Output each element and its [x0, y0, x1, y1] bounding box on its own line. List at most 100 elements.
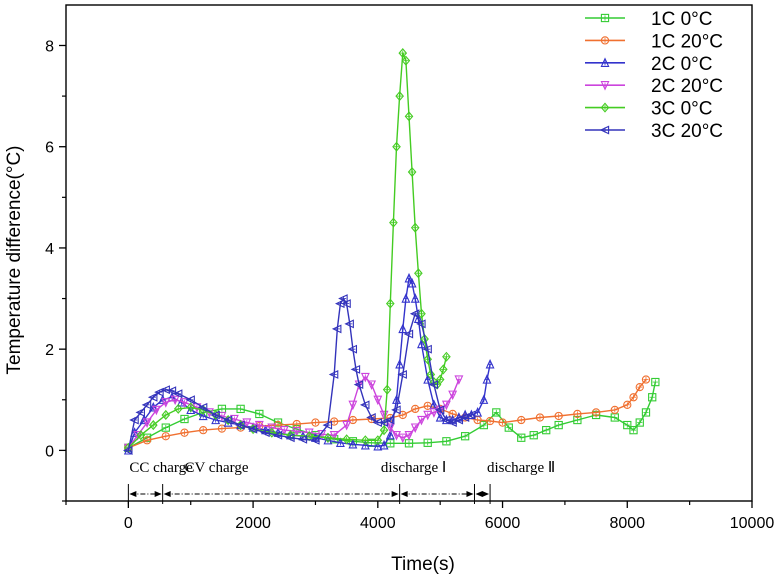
phase-arrowhead-right: [466, 491, 474, 497]
data-point: [623, 400, 632, 409]
y-tick-label: 0: [45, 443, 54, 460]
x-axis-title: Time(s): [391, 554, 455, 575]
data-point: [373, 435, 383, 446]
data-point: [404, 111, 414, 122]
data-point: [382, 384, 392, 395]
data-point: [410, 222, 420, 233]
plot-frame: [65, 4, 753, 502]
legend-label: 3C 0°C: [651, 99, 712, 120]
data-point: [635, 418, 644, 427]
data-point: [591, 408, 601, 417]
data-point: [641, 375, 651, 384]
data-point: [407, 166, 417, 178]
x-tick-label: 10000: [730, 515, 775, 532]
series-6: [122, 294, 476, 455]
series-3: [123, 272, 495, 455]
legend: 1C 0°C1C 20°C2C 0°C2C 20°C3C 0°C3C 20°C: [585, 9, 723, 142]
data-point: [648, 393, 657, 402]
data-point: [348, 415, 358, 425]
data-point: [142, 436, 152, 445]
phase-label: CC charge: [129, 460, 193, 476]
series-layer: [122, 48, 660, 455]
data-point: [641, 408, 651, 417]
data-point: [385, 298, 395, 309]
data-point: [529, 431, 538, 440]
legend-label: 3C 20°C: [651, 121, 723, 142]
data-point: [504, 423, 513, 432]
data-point: [420, 333, 429, 345]
phase-arrowhead-left: [163, 491, 171, 497]
data-point: [423, 354, 433, 365]
phase-arrowhead-right: [391, 491, 399, 497]
data-point: [610, 405, 619, 415]
data-point: [386, 439, 395, 448]
data-point: [485, 416, 495, 426]
data-point: [629, 393, 638, 402]
data-point: [379, 425, 389, 436]
data-point: [438, 364, 448, 375]
data-point: [423, 438, 432, 447]
data-point: [217, 424, 227, 433]
data-point: [517, 433, 526, 442]
phase-arrowhead-left: [129, 491, 137, 497]
data-point: [623, 420, 632, 430]
legend-marker: [600, 102, 610, 113]
phase-label: CV charge: [184, 460, 248, 476]
x-tick-label: 8000: [609, 515, 645, 532]
axes-layer: 0 2000 4000 6000 8000 10000 0 2 4 6 8: [45, 4, 775, 532]
data-point: [136, 430, 146, 441]
data-point: [342, 434, 351, 445]
data-point: [173, 403, 183, 414]
phase-arrowhead-right: [154, 491, 162, 497]
y-tick-label: 2: [45, 342, 54, 359]
data-point: [395, 91, 404, 102]
x-tick-label: 2000: [235, 515, 271, 532]
phase-arrowhead-left: [400, 491, 408, 497]
x-tick-label: 6000: [485, 515, 521, 532]
data-point: [199, 425, 208, 435]
data-point: [517, 415, 526, 425]
data-point: [392, 141, 401, 152]
data-point: [554, 411, 563, 421]
x-tick-label: 4000: [360, 515, 396, 532]
data-point: [311, 418, 320, 427]
data-point: [498, 418, 507, 427]
data-point: [426, 369, 436, 380]
data-point: [435, 374, 445, 385]
data-point: [398, 410, 407, 420]
data-point: [635, 382, 644, 392]
data-point: [554, 420, 563, 430]
data-point: [161, 423, 170, 432]
phase-label: discharge Ⅰ: [381, 460, 446, 476]
legend-label: 1C 0°C: [651, 9, 712, 30]
legend-label: 2C 20°C: [651, 76, 723, 97]
y-axis-title: Temperature difference(°C): [4, 145, 25, 374]
data-point: [389, 217, 398, 228]
legend-label: 1C 20°C: [651, 31, 723, 52]
data-point: [161, 432, 170, 441]
data-point: [180, 428, 189, 437]
phase-arrowhead-right: [482, 491, 490, 497]
data-point: [180, 414, 189, 424]
data-point: [573, 409, 582, 419]
data-point: [542, 425, 551, 435]
data-point: [492, 408, 501, 417]
data-point: [398, 48, 408, 59]
data-point: [442, 351, 451, 362]
y-tick-label: 6: [45, 140, 54, 157]
series-line: [127, 277, 491, 451]
data-point: [414, 268, 423, 279]
data-point: [460, 432, 470, 441]
data-point: [186, 402, 196, 413]
y-tick-label: 8: [45, 38, 54, 55]
data-point: [629, 425, 638, 435]
data-point: [361, 435, 370, 446]
data-point: [161, 409, 171, 421]
data-point: [236, 404, 245, 414]
legend-marker: [600, 36, 610, 45]
y-tick-label: 4: [45, 241, 54, 258]
data-point: [323, 432, 333, 443]
